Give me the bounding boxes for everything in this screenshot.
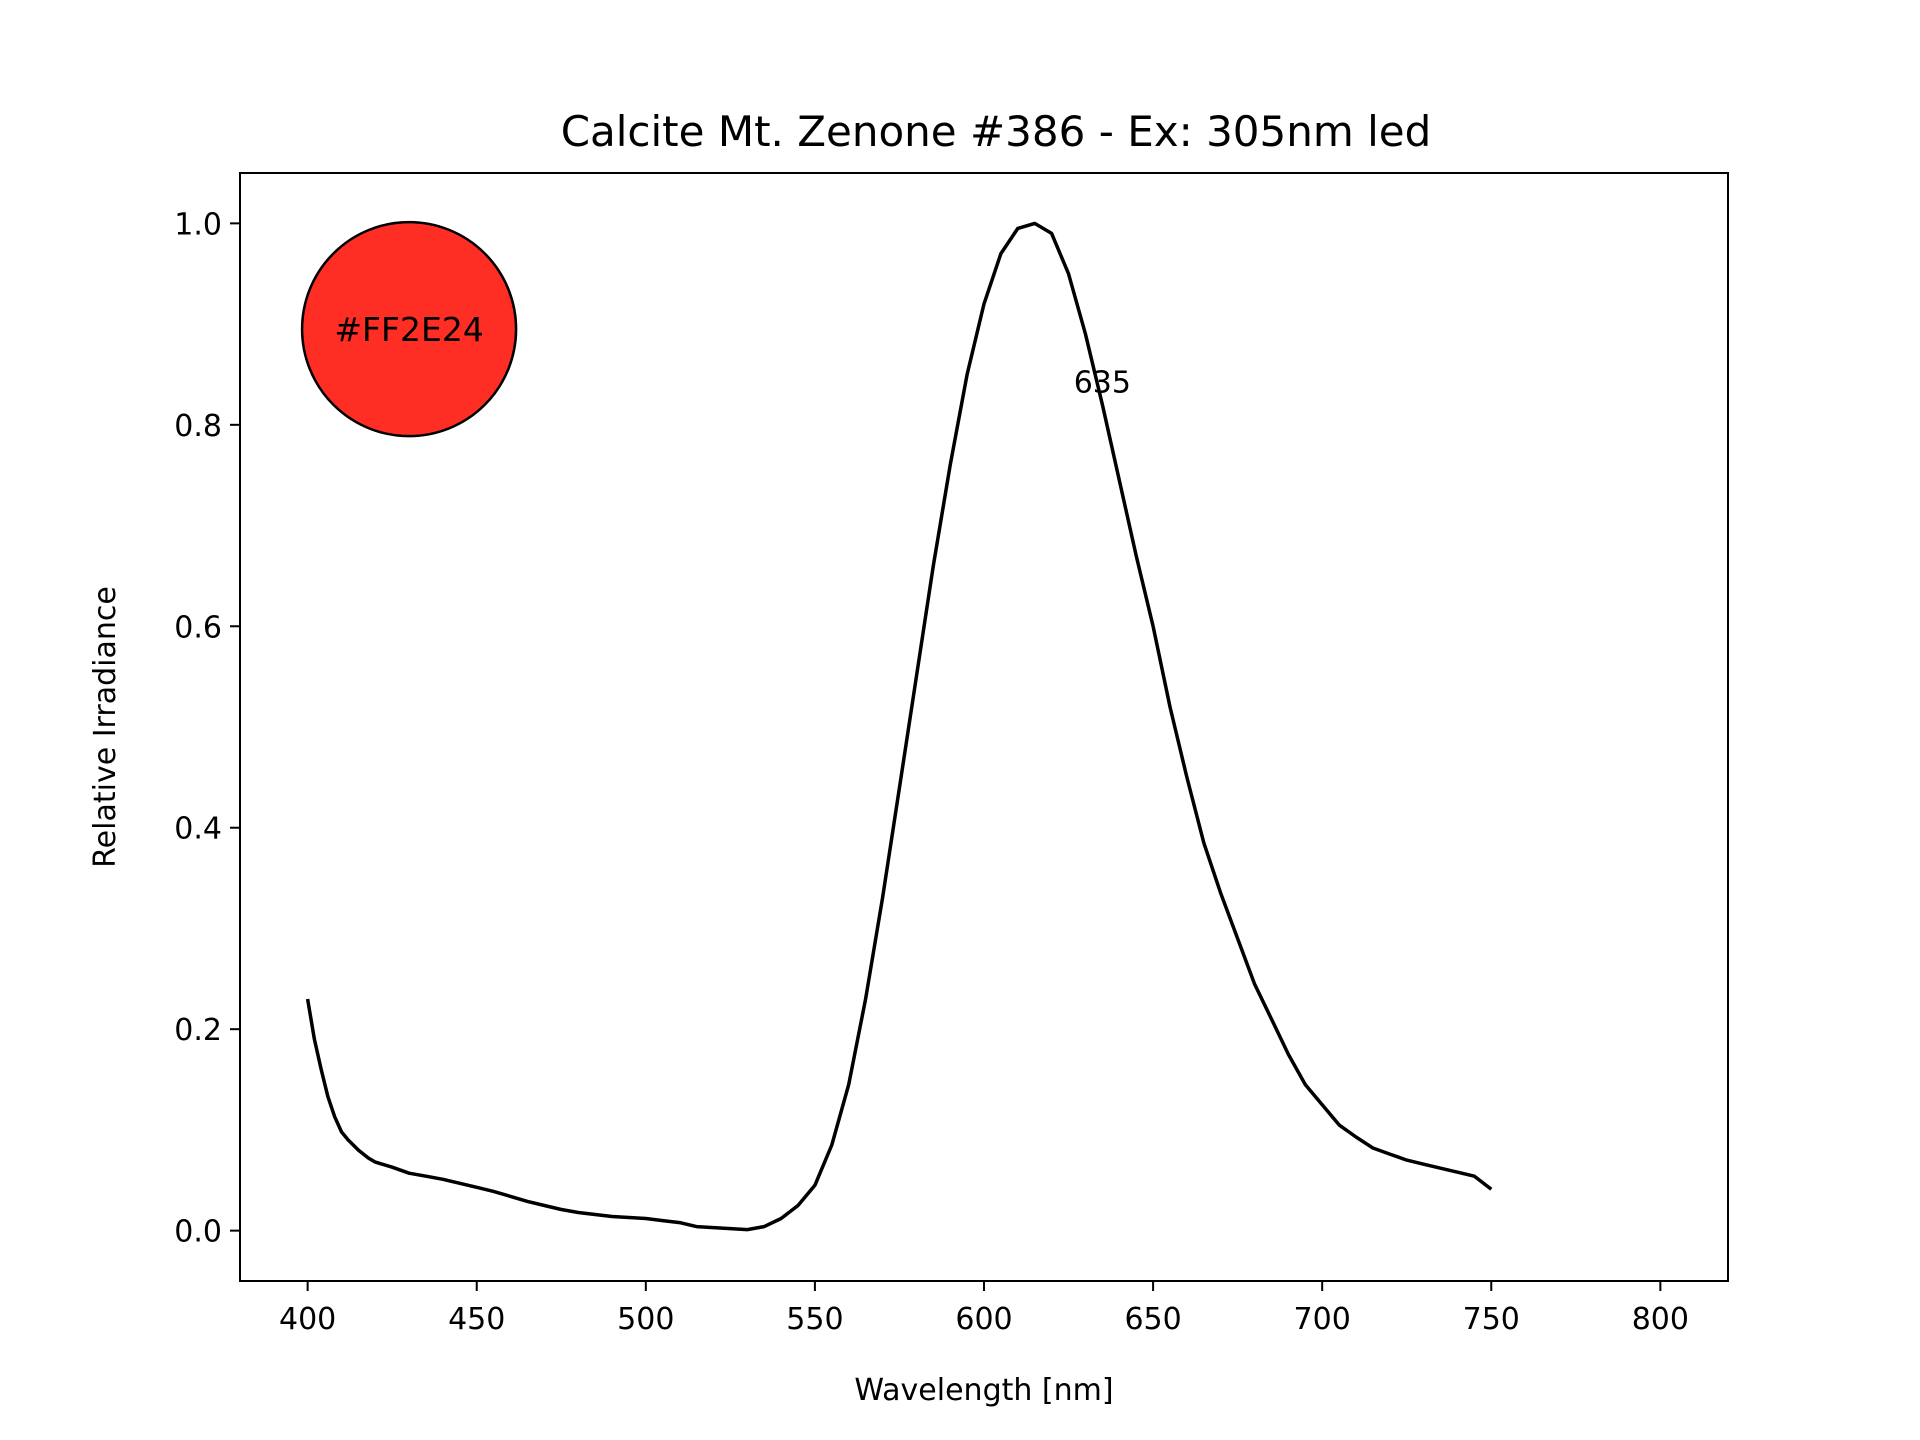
x-tick-label: 500: [617, 1302, 674, 1337]
x-axis-title: Wavelength [nm]: [854, 1373, 1113, 1408]
color-swatch-label: #FF2E24: [334, 310, 483, 349]
x-tick-label: 650: [1124, 1302, 1181, 1337]
x-tick-label: 400: [279, 1302, 336, 1337]
x-tick-label: 450: [448, 1302, 505, 1337]
peak-label: 635: [1074, 366, 1131, 401]
color-swatch: #FF2E24: [300, 220, 518, 438]
y-axis: 0.0 0.2 0.4 0.6 0.8 1.0: [174, 207, 240, 1250]
y-tick-label: 0.2: [174, 1013, 222, 1048]
y-tick-label: 0.0: [174, 1215, 222, 1250]
series-line: [305, 221, 1493, 1232]
y-axis-title: Relative Irradiance: [88, 586, 123, 868]
y-tick-label: 1.0: [174, 207, 222, 242]
y-tick-label: 0.6: [174, 610, 222, 645]
x-tick-label: 800: [1632, 1302, 1689, 1337]
x-tick-label: 600: [955, 1302, 1012, 1337]
x-axis: 400 450 500 550 600 650 700 750 800: [279, 1281, 1689, 1337]
y-tick-label: 0.8: [174, 409, 222, 444]
color-swatch-circle: [300, 220, 518, 438]
x-tick-label: 700: [1294, 1302, 1351, 1337]
y-tick-label: 0.4: [174, 812, 222, 847]
x-tick-label: 750: [1463, 1302, 1520, 1337]
x-tick-label: 550: [786, 1302, 843, 1337]
chart-title: Calcite Mt. Zenone #386 - Ex: 305nm led: [561, 107, 1432, 156]
